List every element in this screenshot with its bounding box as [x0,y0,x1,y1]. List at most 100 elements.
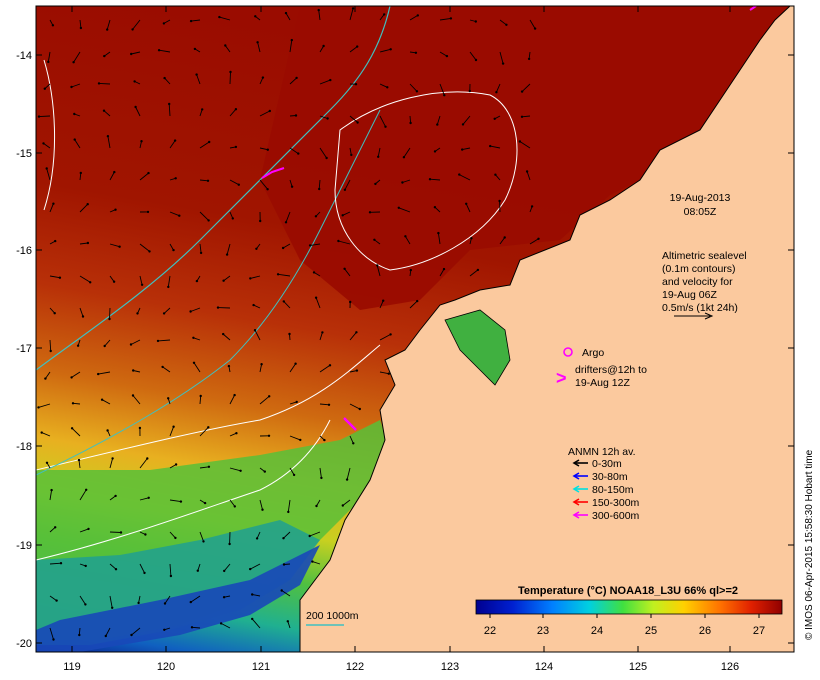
velocity-arrow-head [207,426,210,429]
lat-tick-label: -19 [16,540,32,552]
velocity-arrow [190,307,201,312]
velocity-arrow [436,115,441,125]
velocity-arrow-head [79,26,83,30]
velocity-arrow [109,307,111,320]
velocity-arrow [402,179,411,183]
velocity-arrow-head [266,148,269,151]
velocity-arrow [199,531,204,542]
velocity-arrow [139,563,145,574]
velocity-arrow-head [312,271,316,274]
velocity-arrow-head [443,94,446,97]
velocity-arrow [521,115,531,118]
velocity-arrow [169,531,176,539]
colorbar-tick-label: 22 [484,625,496,637]
velocity-arrow-head [520,90,524,93]
velocity-arrow-head [233,505,236,508]
velocity-arrow [289,363,296,373]
velocity-arrow-head [386,86,389,89]
velocity-arrow-head [146,210,150,214]
velocity-arrow-head [260,363,263,366]
velocity-arrow [49,627,54,640]
lat-tick-label: -16 [16,245,32,257]
velocity-arrow [104,339,111,347]
velocity-arrow-head [234,145,238,149]
velocity-arrow-head [311,560,314,563]
velocity-arrow-head [328,364,332,367]
velocity-arrow-head [259,219,262,223]
velocity-arrow-head [108,317,111,321]
velocity-arrow-head [130,52,133,56]
velocity-arrow-head [287,510,290,514]
velocity-arrow-head [341,504,344,507]
velocity-arrow [169,211,180,217]
velocity-arrow [229,499,236,507]
velocity-arrow-head [436,123,439,126]
altimetry-note-3: and velocity for [662,276,733,288]
velocity-arrow [405,236,411,245]
velocity-arrow-head [317,8,320,12]
bathy-1000m-contour-outer [36,109,381,476]
velocity-arrow [319,332,323,341]
bathy-key-label: 200 1000m [306,610,359,622]
velocity-arrow-head [163,628,166,631]
velocity-arrow [43,143,51,149]
velocity-arrow [98,371,111,375]
lon-tick-label: 120 [157,661,175,673]
velocity-arrow-head [351,7,355,10]
velocity-arrow [49,562,62,565]
velocity-arrow [259,364,263,373]
velocity-arrow-head [218,15,221,19]
velocity-arrow-head [133,80,136,83]
velocity-arrow-head [144,533,147,536]
anmn-arrowhead-icon [572,472,580,480]
velocity-arrow [159,49,171,53]
velocity-arrow-head [465,202,468,205]
velocity-arrow-head [327,403,331,406]
velocity-arrow [319,147,327,159]
velocity-arrow-head [143,571,146,575]
velocity-arrow-head [297,152,300,155]
velocity-arrow [319,115,328,119]
velocity-arrow [459,174,471,181]
velocity-arrow-head [53,312,56,315]
velocity-arrow [289,467,295,476]
velocity-arrow-head [59,562,63,565]
velocity-arrow [349,8,354,21]
velocity-arrow-head [295,400,298,404]
velocity-arrow-head [140,283,144,286]
velocity-arrow-head [76,344,80,347]
velocity-arrow [278,273,291,277]
velocity-arrow [49,275,60,279]
velocity-arrow [223,563,231,572]
velocity-arrow-head [43,87,46,90]
velocity-arrow-head [356,45,359,48]
velocity-arrow-head [37,115,41,118]
velocity-arrow [349,46,358,53]
velocity-arrow-head [207,219,210,222]
anmn-arrowhead-icon [572,498,580,506]
velocity-arrow-head [206,179,210,182]
velocity-arrow-head [356,121,359,124]
velocity-arrow [106,19,111,30]
velocity-arrow [283,531,291,539]
anmn-arrowhead-icon [572,485,580,493]
velocity-arrow-head [106,28,109,31]
velocity-arrow-head [498,199,501,203]
velocity-arrow-head [409,121,412,125]
velocity-arrow [499,51,504,64]
velocity-arrow [379,48,391,53]
velocity-arrow-head [321,331,324,334]
velocity-arrow-head [70,427,74,430]
velocity-arrow-head [329,78,332,82]
velocity-arrow-head [404,235,407,238]
velocity-arrow-head [172,425,175,428]
velocity-arrow-head [216,306,220,309]
velocity-arrow-head [352,442,355,445]
velocity-arrow-head [137,601,140,605]
velocity-arrow-head [58,276,62,279]
velocity-arrow-head [256,41,259,44]
argo-marker-icon [563,347,573,357]
velocity-arrow [462,115,471,125]
velocity-arrow [49,339,52,352]
velocity-arrow [162,366,171,373]
